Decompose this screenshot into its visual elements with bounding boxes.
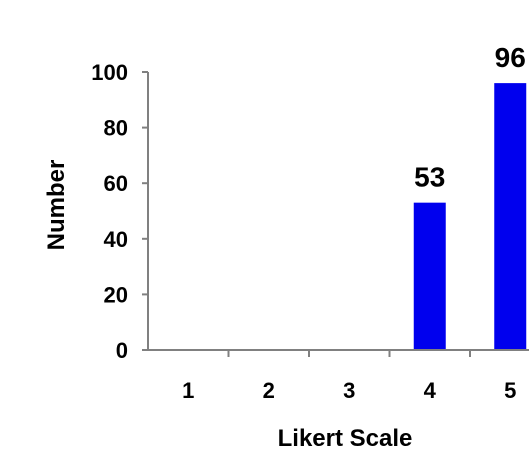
y-tick-label: 0: [116, 338, 128, 363]
y-tick-label: 40: [104, 227, 128, 252]
bar-data-label: 53: [414, 162, 445, 193]
bars: [413, 83, 527, 351]
y-tick-label: 100: [91, 60, 128, 85]
y-tick-label: 20: [104, 282, 128, 307]
y-tick-label: 80: [104, 116, 128, 141]
x-tick-label: 2: [263, 378, 275, 403]
y-tick-label: 60: [104, 171, 128, 196]
bar-data-label: 96: [495, 42, 526, 73]
x-axis-title: Likert Scale: [278, 425, 413, 452]
x-axis-ticks: 1 2 3 4 5: [182, 350, 516, 403]
y-axis-ticks: 0 20 40 60 80 100: [91, 60, 148, 363]
data-labels: 53 96: [414, 42, 526, 193]
x-tick-label: 5: [504, 378, 516, 403]
y-axis-title: Number: [43, 160, 70, 251]
x-tick-label: 3: [343, 378, 355, 403]
bar: [413, 202, 446, 350]
x-tick-label: 1: [182, 378, 194, 403]
bar: [494, 83, 527, 351]
x-tick-label: 4: [424, 378, 437, 403]
